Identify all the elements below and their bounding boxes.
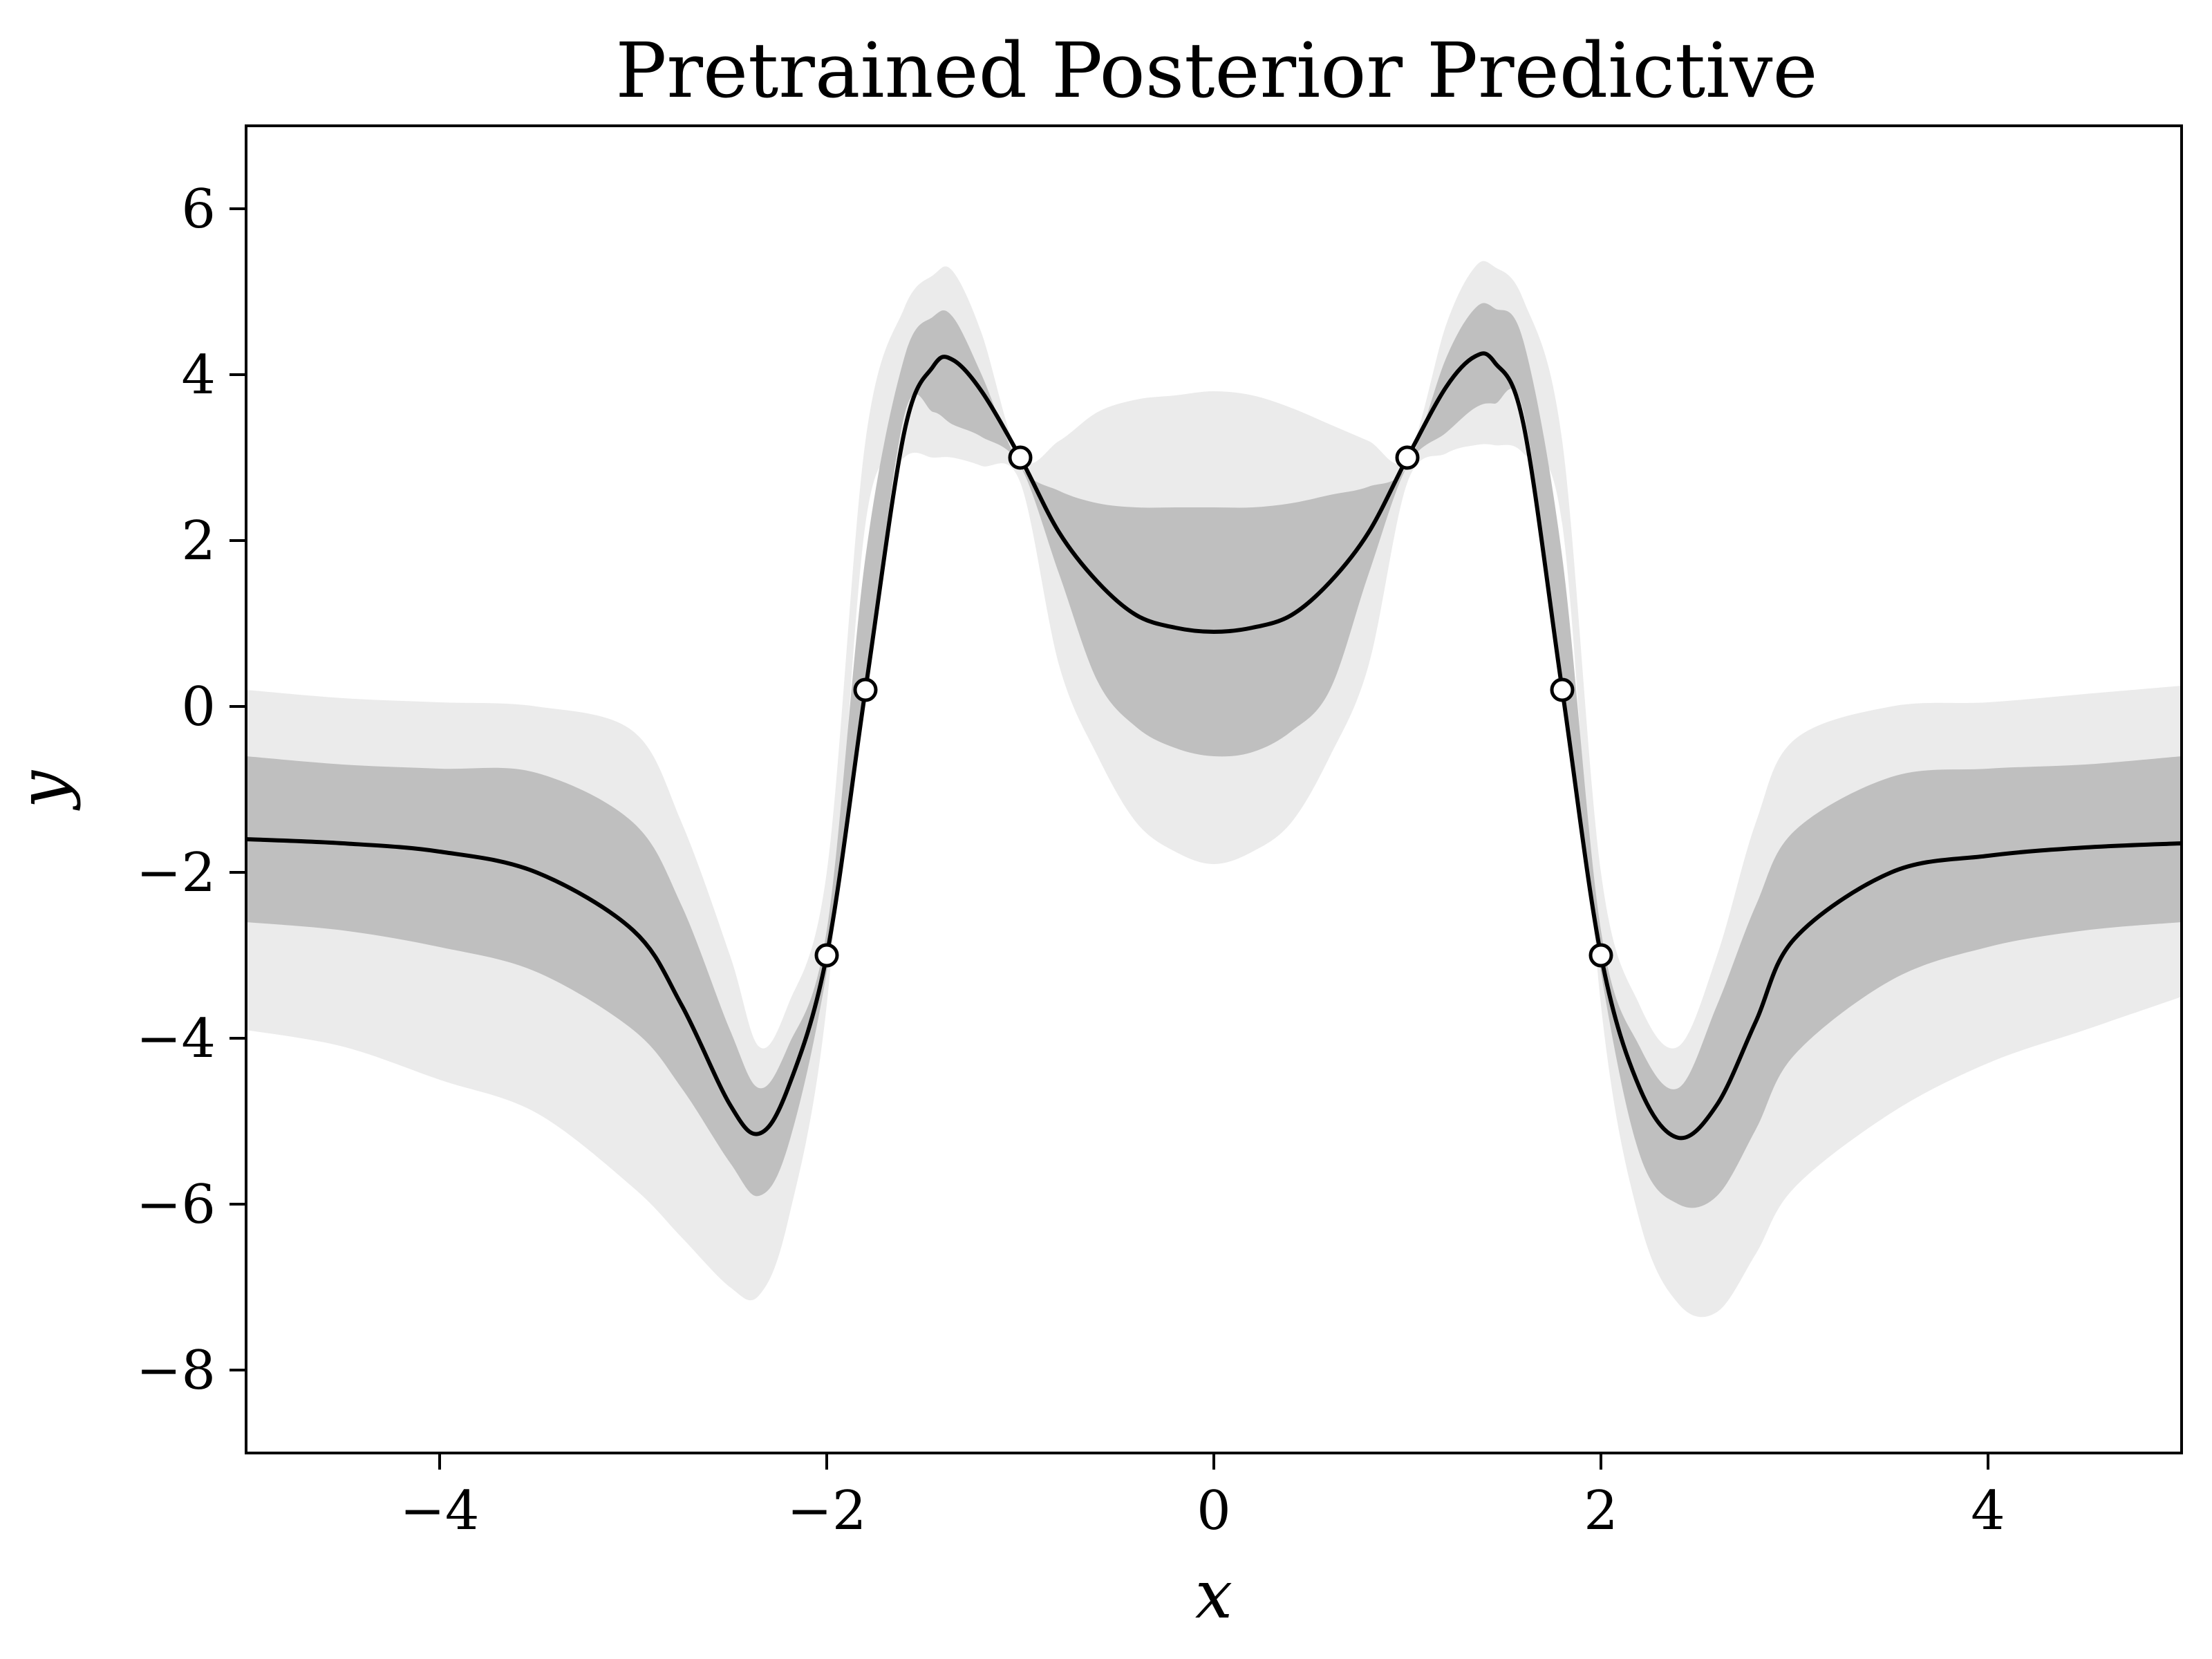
observed-point (1588, 943, 1613, 968)
x-tick-label: 0 (1197, 1480, 1231, 1542)
predictive-mean-line (246, 351, 2182, 1141)
observed-point (1395, 445, 1420, 470)
y-tick-label: −2 (136, 842, 216, 904)
observed-point (1550, 677, 1575, 702)
y-tick-label: 4 (181, 344, 216, 406)
x-tick-label: −2 (787, 1480, 867, 1542)
x-tick-label: −4 (400, 1480, 480, 1542)
observed-point (853, 677, 878, 702)
chart-title: Pretrained Posterior Predictive (615, 26, 1817, 115)
x-axis-label: x (1195, 1556, 1232, 1633)
y-tick-label: −4 (136, 1008, 216, 1070)
x-tick-label: 4 (1971, 1480, 2005, 1542)
y-tick-label: −6 (136, 1174, 216, 1236)
x-tick-label: 2 (1584, 1480, 1618, 1542)
y-tick-label: 2 (181, 510, 216, 572)
observed-point (1008, 445, 1033, 470)
y-axis-label: y (4, 769, 82, 811)
y-tick-label: 6 (181, 178, 216, 241)
inner-credible-band (246, 303, 2182, 1208)
y-tick-label: 0 (181, 676, 216, 738)
y-tick-label: −8 (136, 1340, 216, 1402)
observed-point (814, 943, 839, 968)
